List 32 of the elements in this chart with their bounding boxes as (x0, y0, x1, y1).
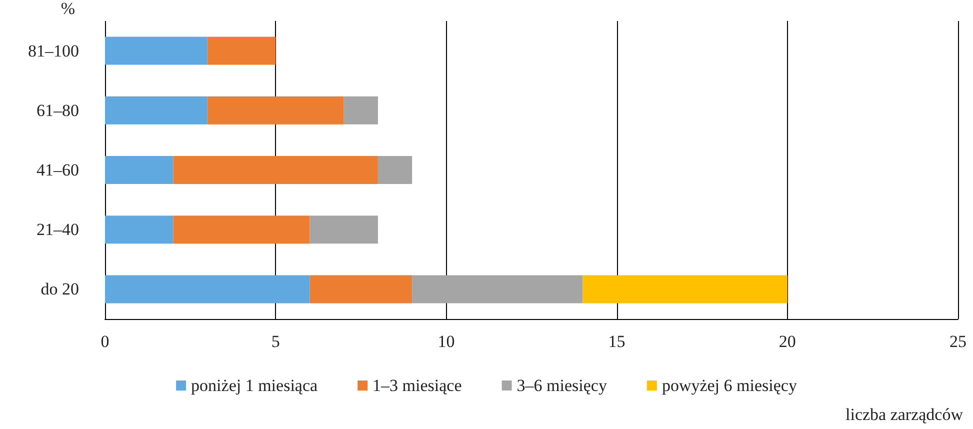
legend-label: 3–6 miesięcy (516, 376, 608, 395)
y-tick-label: do 20 (40, 280, 79, 299)
bar (582, 275, 788, 304)
x-tick-label: 10 (438, 332, 455, 351)
y-tick-label: 41–60 (36, 160, 79, 180)
bar (310, 216, 378, 244)
bar (207, 36, 276, 65)
bar (173, 156, 378, 184)
bar (105, 275, 310, 304)
x-tick-label: 15 (608, 332, 626, 351)
y-axis-title: % (60, 0, 75, 18)
bar (105, 96, 208, 124)
bar (105, 156, 174, 184)
bar (207, 96, 344, 124)
bar (412, 275, 583, 304)
y-tick-label: 81–100 (28, 41, 79, 60)
y-tick-label: 61–80 (36, 100, 79, 120)
x-tick-label: 20 (778, 332, 796, 351)
legend-label: 1–3 miesiące (372, 376, 462, 395)
x-tick-label: 5 (271, 332, 280, 351)
bar (344, 96, 378, 124)
legend-label: poniżej 1 miesiąca (191, 376, 318, 395)
x-axis-title: liczba zarządców (846, 405, 964, 424)
bar (105, 36, 208, 65)
x-tick-label: 0 (100, 332, 110, 351)
y-tick-label: 21–40 (36, 220, 79, 240)
legend-label: powyżej 6 miesięcy (662, 376, 798, 395)
bar (378, 156, 412, 184)
bar (105, 216, 174, 244)
x-tick-label: 25 (950, 332, 966, 351)
bar (173, 216, 310, 244)
bar (310, 275, 412, 304)
